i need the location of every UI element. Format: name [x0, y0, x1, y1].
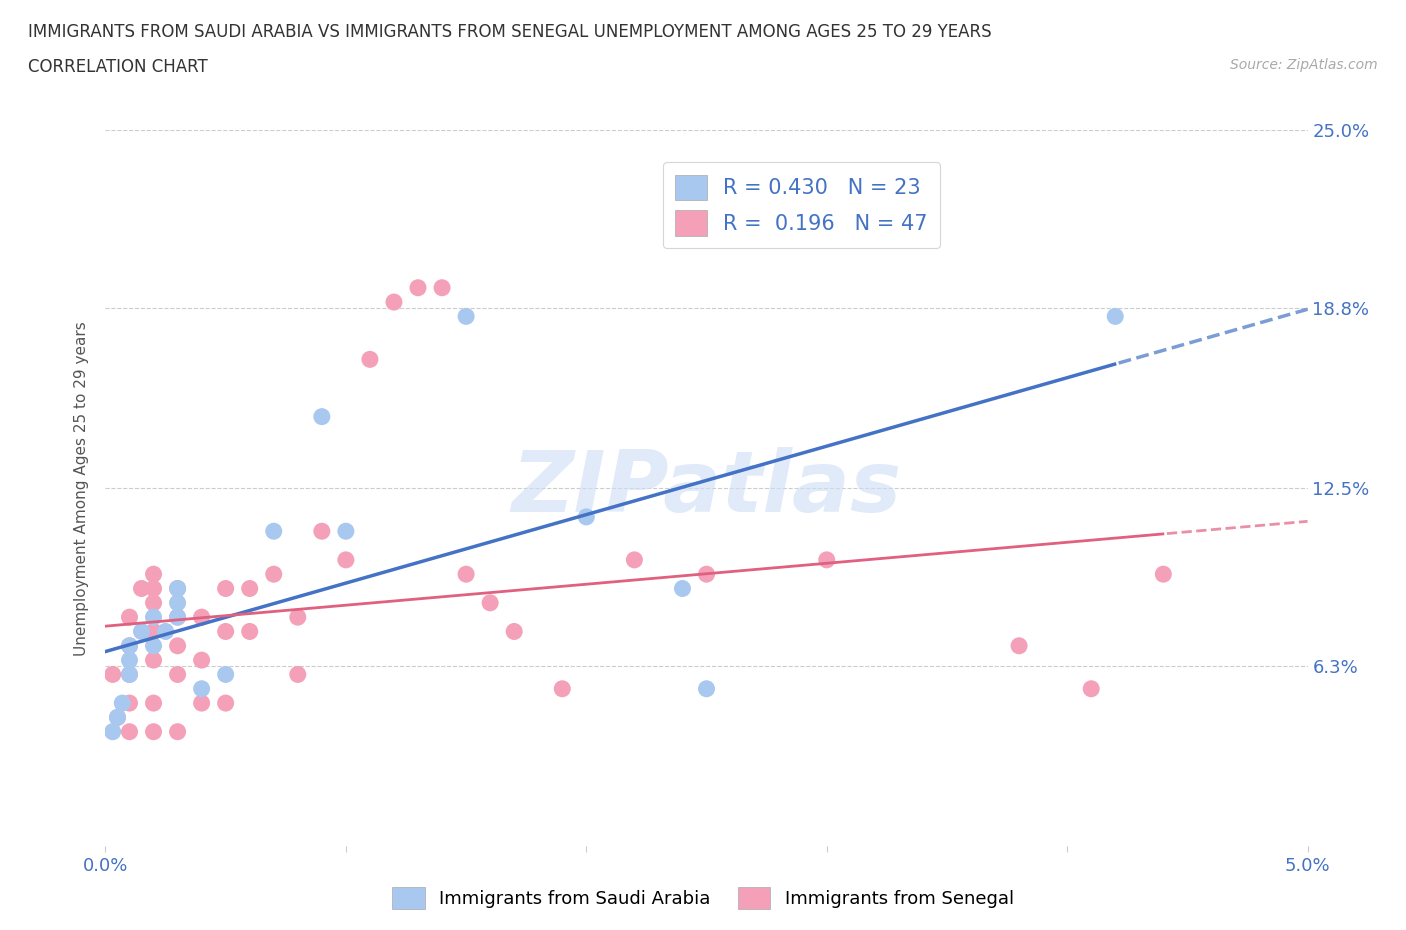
Point: [815, 552, 838, 567]
Point: [142, 595, 165, 610]
Point: [118, 653, 141, 668]
Point: [335, 552, 357, 567]
Point: [503, 624, 526, 639]
Point: [696, 566, 718, 581]
Point: [166, 638, 188, 653]
Point: [239, 624, 262, 639]
Point: [118, 638, 141, 653]
Legend: R = 0.430   N = 23, R =  0.196   N = 47: R = 0.430 N = 23, R = 0.196 N = 47: [662, 162, 941, 248]
Point: [101, 667, 124, 682]
Point: [214, 624, 236, 639]
Point: [101, 724, 124, 739]
Point: [311, 524, 333, 538]
Point: [696, 682, 718, 697]
Point: [190, 696, 212, 711]
Point: [142, 581, 165, 596]
Point: [190, 610, 212, 625]
Text: Source: ZipAtlas.com: Source: ZipAtlas.com: [1230, 58, 1378, 72]
Point: [1008, 638, 1031, 653]
Point: [359, 352, 381, 366]
Point: [382, 295, 405, 310]
Point: [214, 581, 236, 596]
Point: [671, 581, 693, 596]
Point: [454, 309, 477, 324]
Point: [142, 696, 165, 711]
Point: [142, 566, 165, 581]
Point: [575, 510, 598, 525]
Legend: Immigrants from Saudi Arabia, Immigrants from Senegal: Immigrants from Saudi Arabia, Immigrants…: [385, 880, 1021, 916]
Point: [166, 581, 188, 596]
Point: [551, 682, 574, 697]
Point: [335, 524, 357, 538]
Point: [263, 566, 285, 581]
Point: [142, 624, 165, 639]
Point: [479, 595, 502, 610]
Point: [623, 552, 645, 567]
Text: ZIPatlas: ZIPatlas: [512, 446, 901, 530]
Point: [142, 638, 165, 653]
Point: [166, 595, 188, 610]
Point: [118, 610, 141, 625]
Point: [107, 710, 129, 724]
Point: [111, 696, 134, 711]
Point: [118, 667, 141, 682]
Point: [430, 280, 453, 295]
Point: [166, 667, 188, 682]
Point: [142, 653, 165, 668]
Point: [166, 724, 188, 739]
Point: [311, 409, 333, 424]
Point: [1152, 566, 1174, 581]
Point: [118, 667, 141, 682]
Y-axis label: Unemployment Among Ages 25 to 29 years: Unemployment Among Ages 25 to 29 years: [75, 321, 90, 656]
Point: [454, 566, 477, 581]
Point: [142, 724, 165, 739]
Point: [1104, 309, 1126, 324]
Point: [406, 280, 429, 295]
Point: [142, 610, 165, 625]
Point: [1080, 682, 1102, 697]
Point: [131, 624, 153, 639]
Point: [190, 682, 212, 697]
Point: [118, 638, 141, 653]
Point: [155, 624, 177, 639]
Text: CORRELATION CHART: CORRELATION CHART: [28, 58, 208, 75]
Text: IMMIGRANTS FROM SAUDI ARABIA VS IMMIGRANTS FROM SENEGAL UNEMPLOYMENT AMONG AGES : IMMIGRANTS FROM SAUDI ARABIA VS IMMIGRAN…: [28, 23, 991, 41]
Point: [107, 710, 129, 724]
Point: [214, 696, 236, 711]
Point: [166, 610, 188, 625]
Point: [118, 724, 141, 739]
Point: [239, 581, 262, 596]
Point: [263, 524, 285, 538]
Point: [287, 667, 309, 682]
Point: [287, 610, 309, 625]
Point: [214, 667, 236, 682]
Point: [131, 581, 153, 596]
Point: [118, 696, 141, 711]
Point: [190, 653, 212, 668]
Point: [166, 581, 188, 596]
Point: [166, 610, 188, 625]
